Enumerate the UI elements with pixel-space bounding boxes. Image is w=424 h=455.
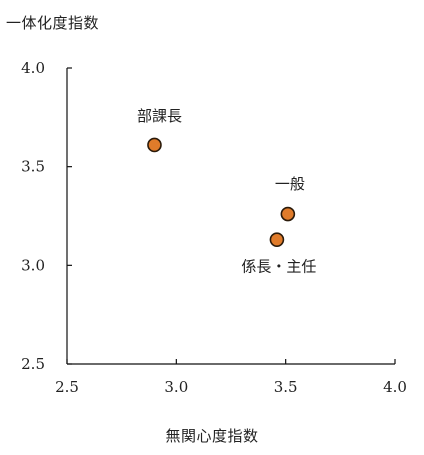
x-tick-label: 3.5: [274, 378, 298, 396]
x-tick-label: 2.5: [55, 378, 79, 396]
data-point: [147, 137, 162, 153]
data-point: [280, 206, 296, 222]
x-tick-label: 3.0: [164, 378, 188, 396]
data-point: [269, 232, 285, 247]
y-tick-label: 3.5: [21, 158, 45, 176]
y-tick-label: 2.5: [21, 355, 45, 373]
y-tick-label: 4.0: [21, 59, 45, 77]
point-label: 一般: [275, 175, 305, 193]
y-axis-title: 一体化度指数: [6, 14, 100, 32]
y-tick-label: 3.0: [21, 256, 45, 274]
point-label: 係長・主任: [241, 258, 316, 276]
point-label: 部課長: [137, 107, 182, 125]
x-axis-title: 無関心度指数: [165, 427, 259, 445]
x-tick-label: 4.0: [383, 378, 407, 396]
